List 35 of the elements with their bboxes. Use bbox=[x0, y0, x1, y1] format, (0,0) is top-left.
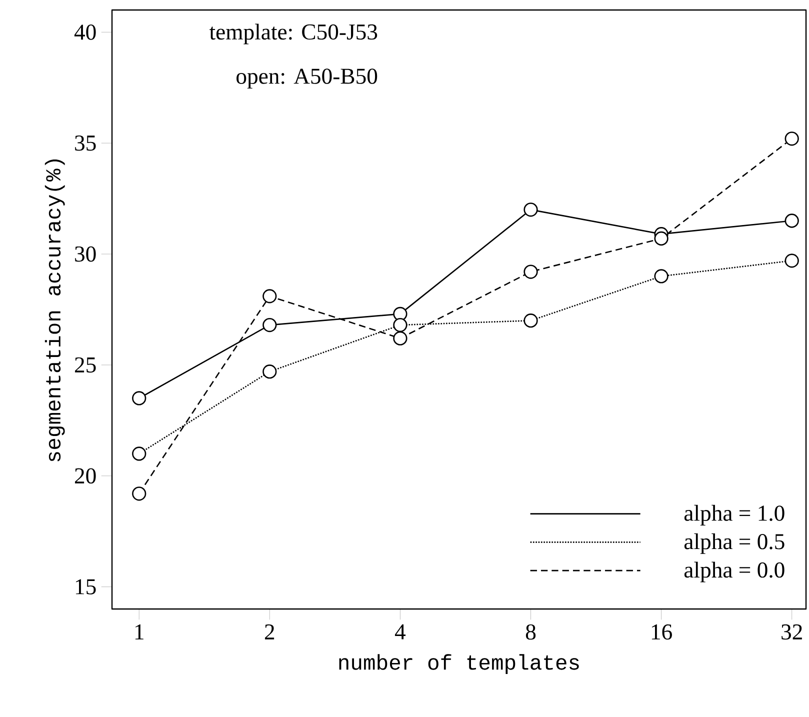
point bbox=[132, 486, 146, 501]
point bbox=[262, 289, 277, 304]
y-axis-title: segmentation accuracy(%) bbox=[44, 160, 65, 462]
y-tick-label: 20 bbox=[74, 468, 96, 484]
x-tick-label: 32 bbox=[782, 624, 802, 640]
x-axis-title: number of templates bbox=[339, 654, 579, 674]
point bbox=[654, 269, 668, 284]
y-tick-label: 15 bbox=[76, 579, 96, 594]
point bbox=[784, 132, 799, 146]
y-tick-label: 25 bbox=[74, 357, 96, 373]
legend-label: alpha = 1.0 bbox=[684, 504, 784, 526]
y-tick-label: 35 bbox=[75, 135, 96, 151]
x-tick-label: 16 bbox=[652, 624, 672, 640]
point bbox=[784, 214, 799, 228]
point bbox=[393, 331, 408, 346]
point bbox=[654, 231, 668, 246]
point bbox=[262, 364, 277, 379]
x-tick-label: 8 bbox=[526, 624, 536, 640]
point bbox=[393, 318, 408, 332]
x-tick-label: 2 bbox=[264, 624, 274, 640]
point bbox=[524, 314, 538, 328]
point bbox=[524, 202, 538, 217]
annotation: template: C50-J53 bbox=[209, 24, 378, 44]
legend-label: alpha = 0.5 bbox=[684, 533, 784, 554]
y-tick-label: 30 bbox=[75, 246, 96, 262]
point bbox=[132, 391, 146, 406]
annotation: open: A50-B50 bbox=[236, 68, 378, 89]
y-tick-label: 40 bbox=[74, 24, 96, 40]
point bbox=[132, 446, 146, 461]
point bbox=[524, 264, 538, 279]
point bbox=[784, 254, 799, 268]
legend-label: alpha = 0.0 bbox=[684, 562, 784, 582]
x-tick-label: 4 bbox=[394, 624, 406, 640]
point bbox=[262, 318, 277, 332]
x-tick-label: 1 bbox=[135, 624, 144, 640]
